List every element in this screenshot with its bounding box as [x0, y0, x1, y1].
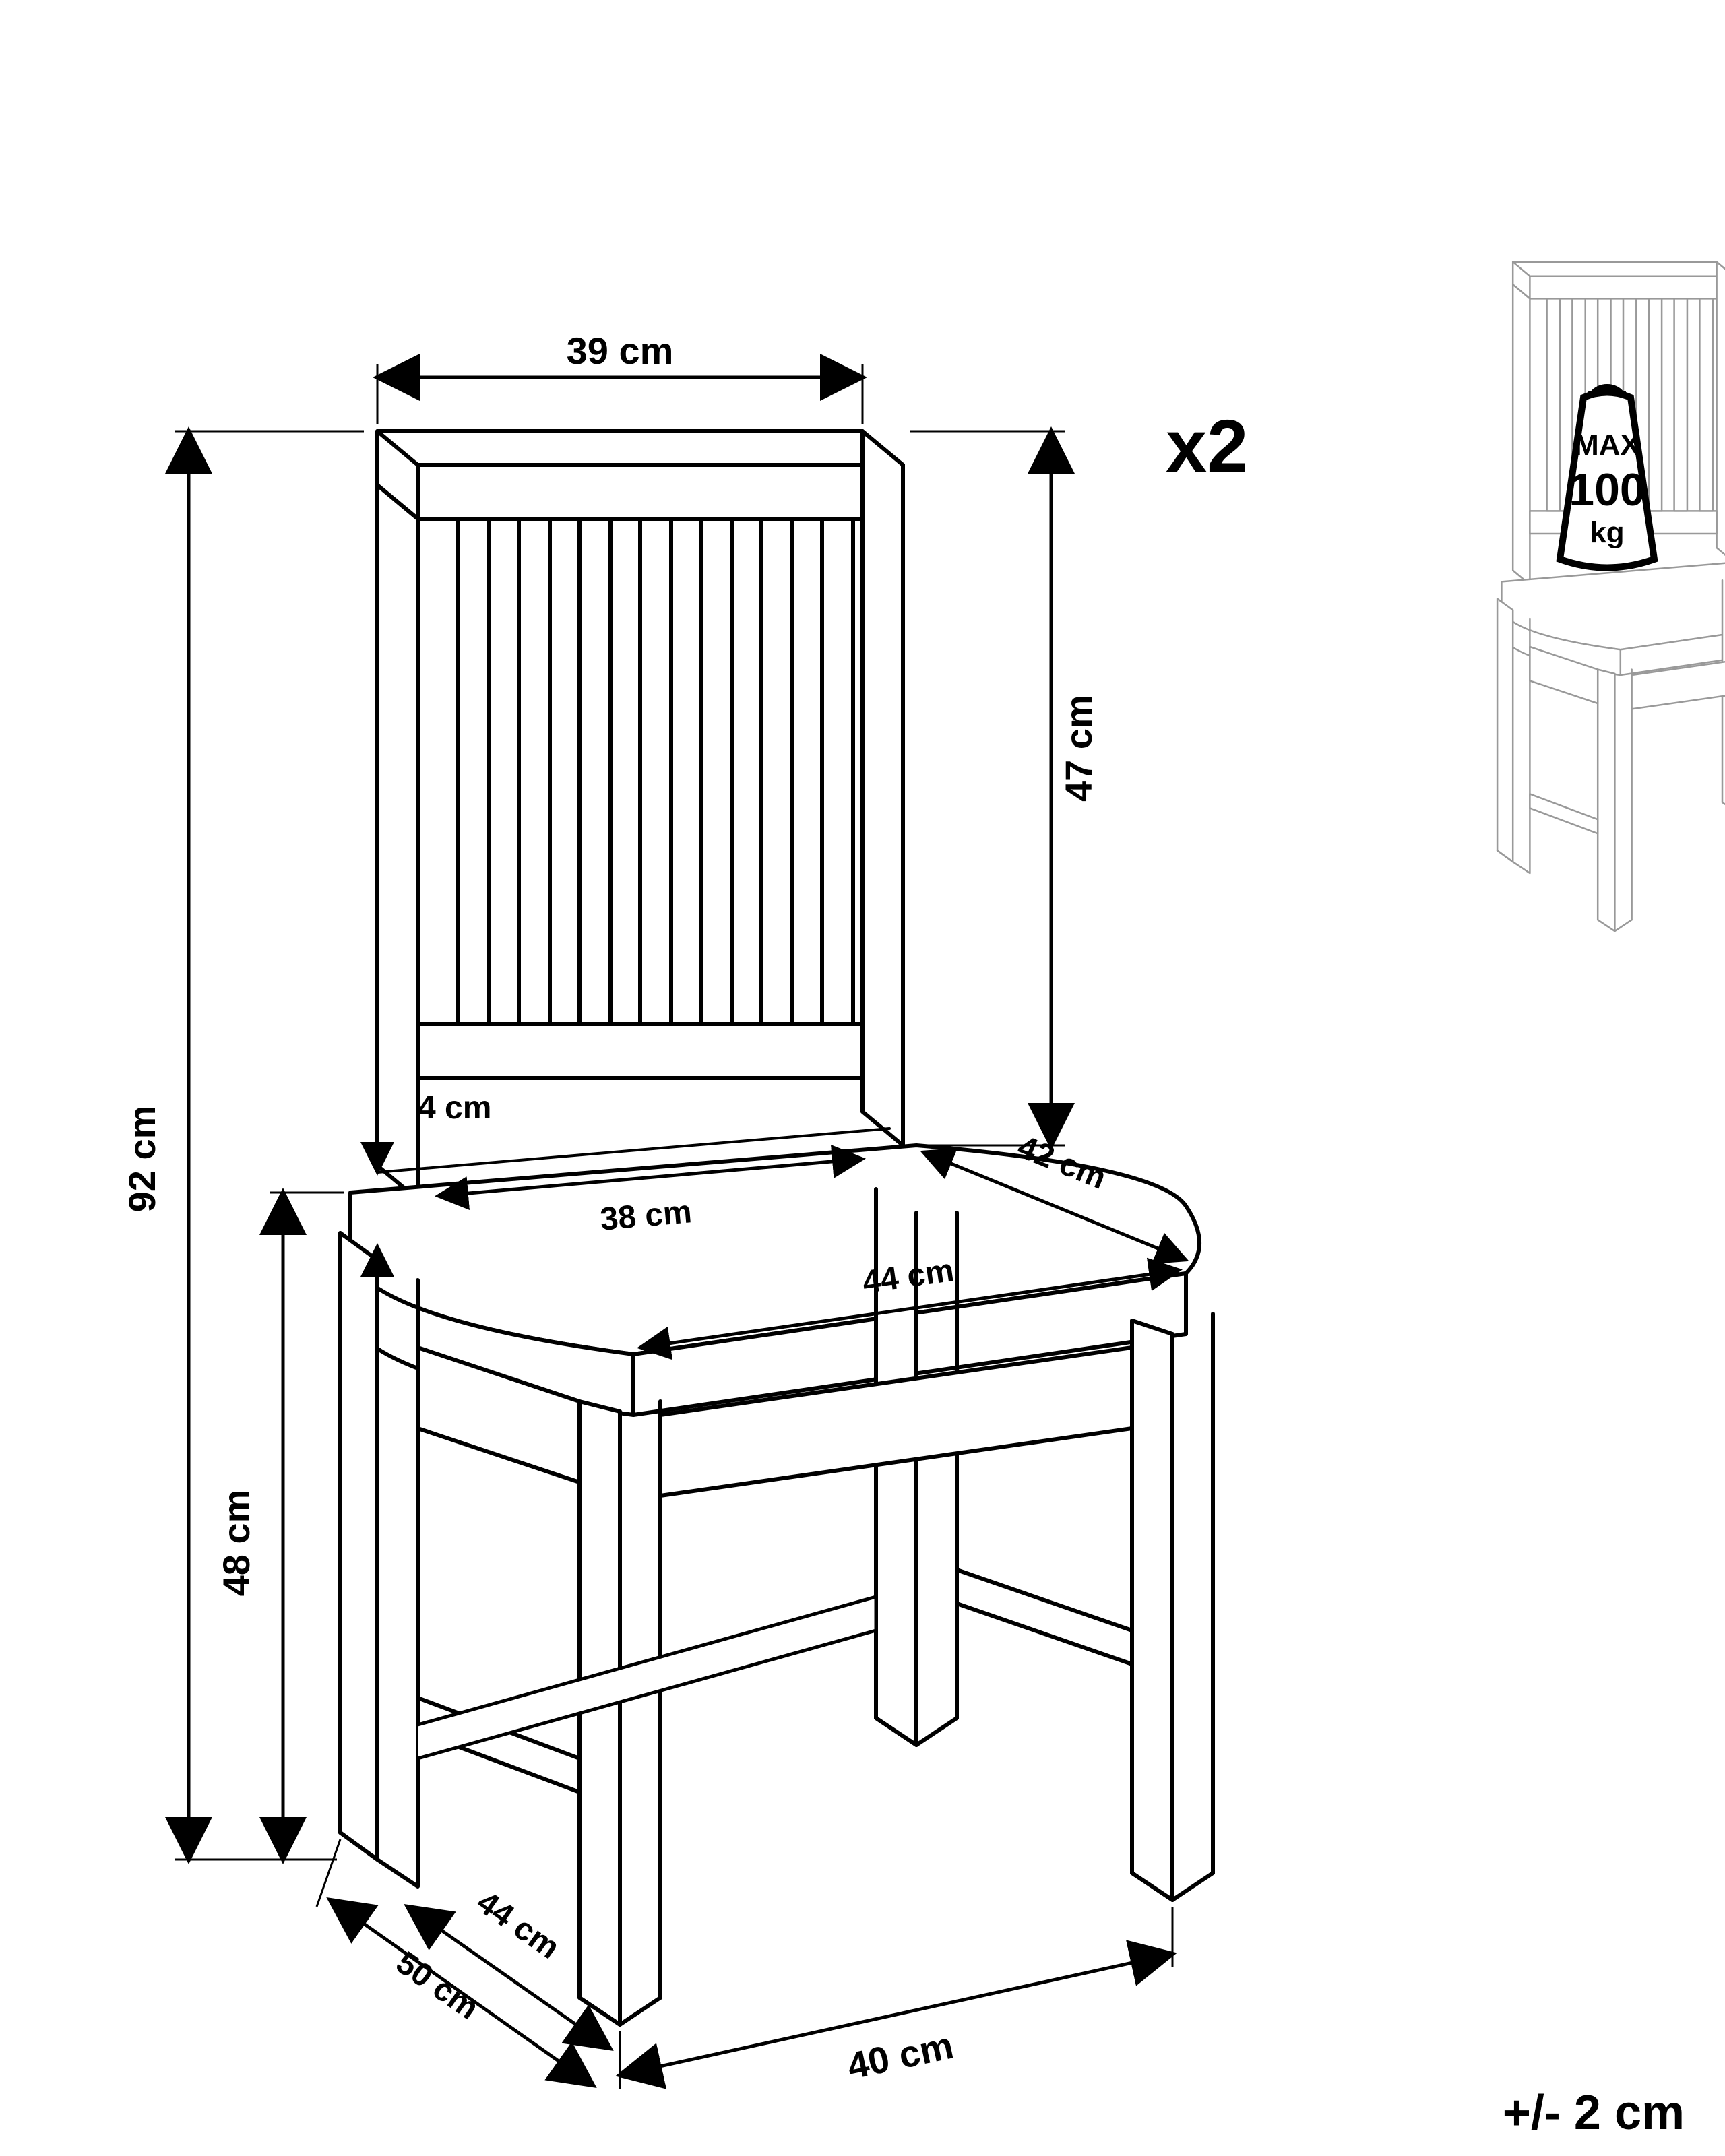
dim-top-width: 39 cm — [567, 329, 674, 372]
main-chair — [340, 431, 1213, 2025]
dim-front-width: 40 cm — [844, 2024, 957, 2088]
dim-back-height: 47 cm — [1057, 695, 1100, 802]
dim-seat-thickness: 4 cm — [418, 1090, 491, 1126]
weight-value: 100 — [1569, 464, 1645, 515]
tolerance-label: +/- 2 cm — [1503, 2086, 1685, 2140]
weight-max-label: MAX — [1574, 429, 1640, 462]
dimension-diagram: 39 cm 92 cm 47 cm 48 cm 4 cm 38 cm 42 cm… — [0, 0, 1725, 2156]
dim-total-height: 92 cm — [121, 1106, 163, 1213]
weight-chair — [1497, 262, 1725, 931]
dim-depth-inner: 44 cm — [470, 1884, 566, 1966]
quantity-label: x2 — [1166, 405, 1248, 488]
weight-unit: kg — [1590, 516, 1624, 549]
dim-depth-outer: 50 cm — [389, 1945, 485, 2027]
dim-seat-height: 48 cm — [215, 1490, 257, 1597]
